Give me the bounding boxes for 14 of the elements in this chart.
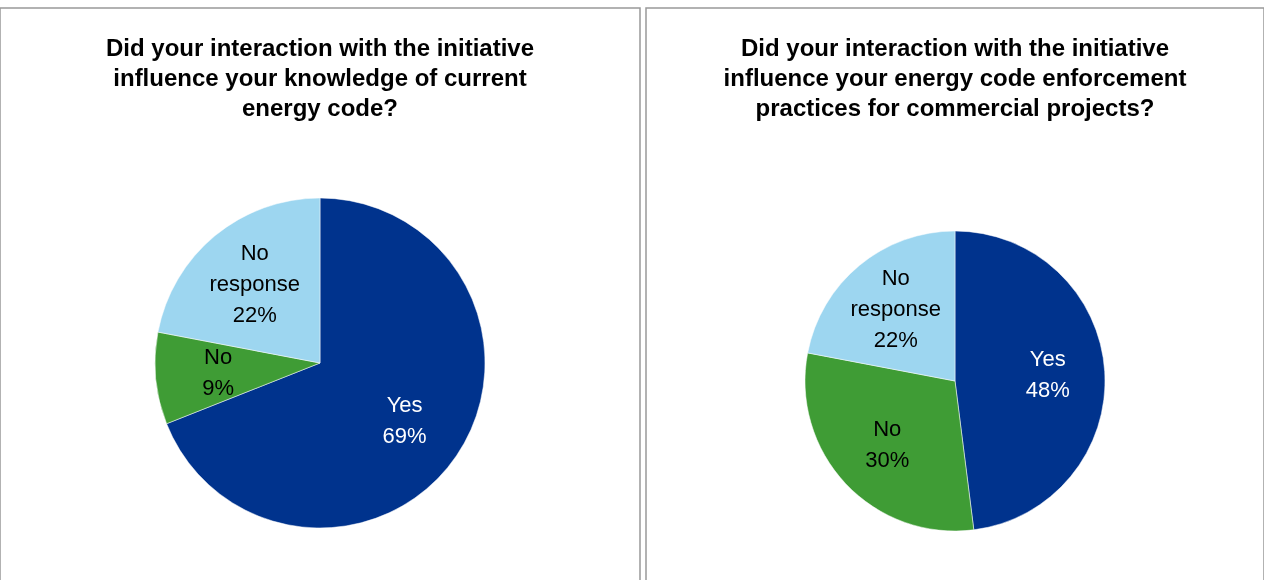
data-label: 22% (873, 326, 918, 352)
slice-label: No (204, 343, 233, 369)
data-label: 30% (865, 446, 910, 472)
data-label: 69% (382, 422, 427, 448)
data-label: 9% (202, 374, 235, 400)
slice-label: Yes (386, 391, 423, 417)
slice-label: Yes (1029, 346, 1066, 372)
data-label: 22% (232, 301, 277, 327)
slice-label: No response (850, 264, 941, 321)
slice-label: No (873, 415, 902, 441)
data-label: 48% (1025, 377, 1070, 403)
chart-title: Did your interaction with the initiative influence your energy code enforcement practices for commercial projects? (723, 34, 1187, 121)
chart-title: Did your interaction with the initiative influence your knowledge of current energy code? (105, 34, 535, 121)
slice-label: No response (209, 239, 301, 296)
